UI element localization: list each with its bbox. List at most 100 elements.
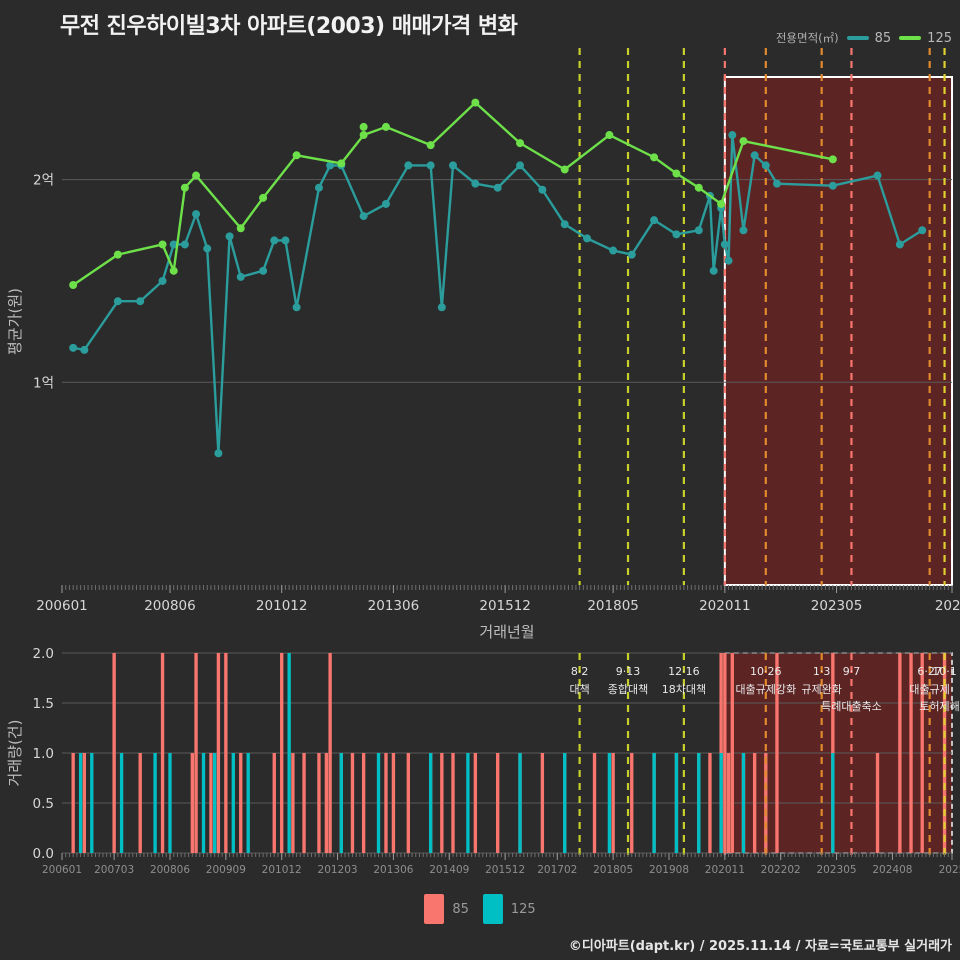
bar[interactable] <box>71 753 75 853</box>
bar[interactable] <box>119 753 124 853</box>
data-point[interactable] <box>516 139 525 148</box>
bar[interactable] <box>466 753 470 853</box>
data-point[interactable] <box>337 159 346 168</box>
bar[interactable] <box>90 753 94 853</box>
bar[interactable] <box>607 753 612 853</box>
data-point[interactable] <box>739 226 748 235</box>
bar[interactable] <box>473 753 478 853</box>
data-point[interactable] <box>627 250 636 259</box>
bar[interactable] <box>723 653 727 853</box>
data-point[interactable] <box>605 131 614 140</box>
data-point[interactable] <box>828 155 837 164</box>
data-point[interactable] <box>381 122 390 131</box>
data-point[interactable] <box>136 297 145 306</box>
data-point[interactable] <box>650 216 659 225</box>
bar[interactable] <box>209 753 213 853</box>
bar[interactable] <box>909 653 913 853</box>
data-point[interactable] <box>471 179 480 188</box>
bar[interactable] <box>194 653 198 853</box>
data-point[interactable] <box>158 276 167 285</box>
data-point[interactable] <box>672 169 681 178</box>
bar[interactable] <box>752 753 757 853</box>
bar[interactable] <box>440 753 444 853</box>
bar[interactable] <box>611 753 615 853</box>
bar[interactable] <box>726 753 731 853</box>
data-point[interactable] <box>404 161 413 170</box>
data-point[interactable] <box>292 151 301 160</box>
data-point[interactable] <box>672 230 681 239</box>
data-point[interactable] <box>359 122 368 131</box>
data-point[interactable] <box>113 297 122 306</box>
bar[interactable] <box>112 653 116 853</box>
bar[interactable] <box>324 753 329 853</box>
data-point[interactable] <box>381 199 390 208</box>
bar[interactable] <box>730 653 734 853</box>
bar[interactable] <box>741 753 746 853</box>
legend-item-bar-125[interactable]: 125 <box>482 894 536 924</box>
bar[interactable] <box>428 753 433 853</box>
bar[interactable] <box>496 753 500 853</box>
bar[interactable] <box>160 653 165 853</box>
bar[interactable] <box>213 753 217 853</box>
bar[interactable] <box>592 753 597 853</box>
data-point[interactable] <box>493 183 502 192</box>
data-point[interactable] <box>359 212 368 221</box>
bar[interactable] <box>339 753 343 853</box>
data-point[interactable] <box>69 281 78 290</box>
bar[interactable] <box>406 753 410 853</box>
data-point[interactable] <box>650 153 659 162</box>
data-point[interactable] <box>314 183 323 192</box>
data-point[interactable] <box>203 244 212 253</box>
bar[interactable] <box>942 653 947 853</box>
data-point[interactable] <box>609 246 618 255</box>
bar[interactable] <box>82 753 87 853</box>
data-point[interactable] <box>359 131 368 140</box>
bar[interactable] <box>302 753 306 853</box>
bar[interactable] <box>246 753 250 853</box>
data-point[interactable] <box>292 303 301 312</box>
bar[interactable] <box>280 653 284 853</box>
data-point[interactable] <box>259 266 268 275</box>
data-point[interactable] <box>426 141 435 150</box>
data-point[interactable] <box>281 236 290 245</box>
bar[interactable] <box>361 753 366 853</box>
legend-item-bar-85[interactable]: 85 <box>424 894 469 924</box>
bar[interactable] <box>291 753 295 853</box>
data-point[interactable] <box>180 183 189 192</box>
bar[interactable] <box>831 753 835 853</box>
bar[interactable] <box>272 753 276 853</box>
bar[interactable] <box>391 753 396 853</box>
data-point[interactable] <box>426 161 435 170</box>
bar[interactable] <box>376 753 381 853</box>
data-point[interactable] <box>724 256 733 265</box>
bar[interactable] <box>231 753 235 853</box>
data-point[interactable] <box>80 345 89 354</box>
data-point[interactable] <box>761 161 770 170</box>
data-point[interactable] <box>270 236 279 245</box>
bar[interactable] <box>287 653 291 853</box>
data-point[interactable] <box>180 240 189 249</box>
bar[interactable] <box>563 753 567 853</box>
bar[interactable] <box>78 753 83 853</box>
data-point[interactable] <box>326 161 335 170</box>
data-point[interactable] <box>471 98 480 107</box>
bar[interactable] <box>652 753 656 853</box>
data-point[interactable] <box>437 303 446 312</box>
bar[interactable] <box>350 753 355 853</box>
data-point[interactable] <box>694 183 703 192</box>
price-chart[interactable]: 1억 2억 200601 200806 201012 201306 201512 201805… <box>0 0 960 645</box>
data-point[interactable] <box>717 199 726 208</box>
bar[interactable] <box>451 753 455 853</box>
bar[interactable] <box>708 753 712 853</box>
data-point[interactable] <box>69 343 78 352</box>
data-point[interactable] <box>192 171 201 180</box>
bar[interactable] <box>224 653 228 853</box>
data-point[interactable] <box>560 220 569 229</box>
data-point[interactable] <box>158 240 167 249</box>
data-point[interactable] <box>720 240 729 249</box>
data-point[interactable] <box>538 185 547 194</box>
bar[interactable] <box>168 753 172 853</box>
data-point[interactable] <box>449 161 458 170</box>
legend-item-85[interactable]: 85 <box>846 31 891 46</box>
data-point[interactable] <box>214 449 223 458</box>
